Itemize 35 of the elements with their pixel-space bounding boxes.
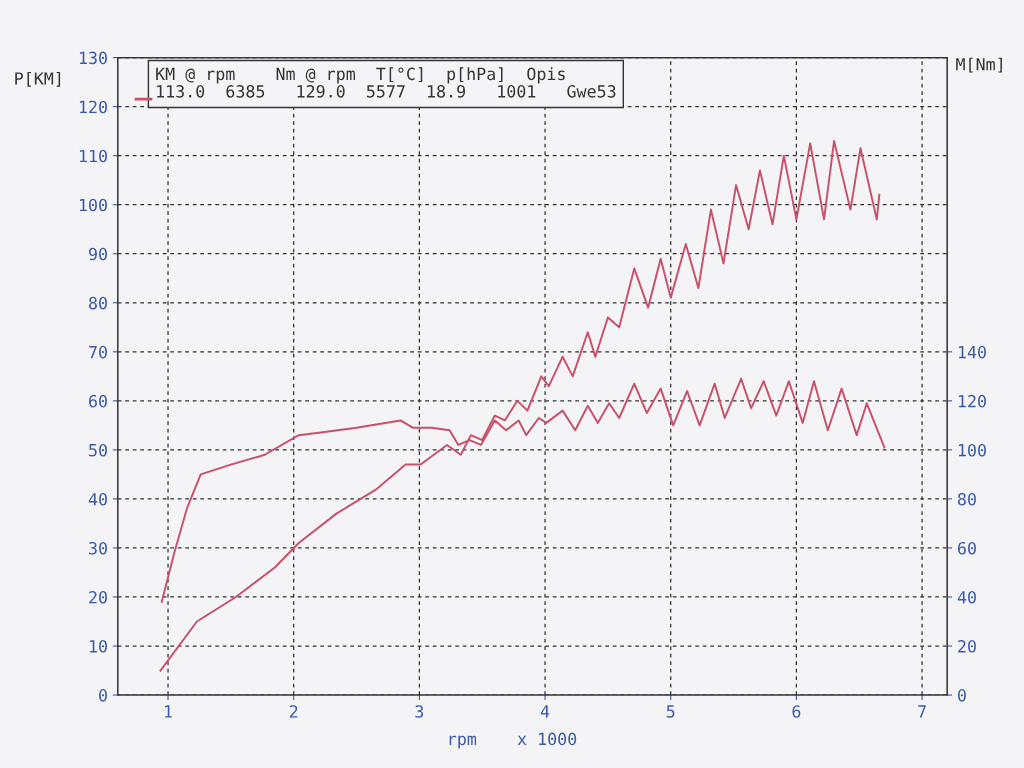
annotation: KM @ rpm Nm @ rpm T[°C] p[hPa] Opis <box>156 67 565 84</box>
y-tick-label: 90 <box>89 247 107 261</box>
y2-tick-label: 40 <box>957 590 976 604</box>
x-tick-label: 4 <box>540 705 550 718</box>
line-series <box>159 139 881 672</box>
x-axis-title: rpm x 1000 <box>449 732 577 749</box>
y-tick-label: 70 <box>89 345 107 359</box>
y-tick-label: 50 <box>89 443 107 457</box>
y-tick-label: 110 <box>79 149 107 163</box>
y-tick-label: 60 <box>89 394 107 408</box>
annotation: 113.0 6385 129.0 5577 18.9 1001 Gwe53 <box>157 85 616 98</box>
y2-tick-label: 80 <box>957 492 976 506</box>
y2-tick-label: 0 <box>958 689 966 702</box>
y2-axis-title: M[Nm] <box>956 57 1002 73</box>
y2-tick-label: 20 <box>958 640 976 653</box>
y2-tick-label: 60 <box>958 541 976 555</box>
y-axis-title: P[KM] <box>15 71 61 87</box>
y-tick-label: 120 <box>79 100 107 114</box>
y2-tick-label: 140 <box>958 345 986 359</box>
y-tick-label: 10 <box>89 640 107 653</box>
x-tick-label: 1 <box>165 705 172 718</box>
y-tick-label: 80 <box>89 296 107 310</box>
y-tick-label: 20 <box>89 590 107 604</box>
y-tick-label: 100 <box>79 198 107 212</box>
y2-tick-label: 120 <box>958 394 986 408</box>
y-tick-label: 130 <box>79 51 107 65</box>
y-tick-label: 40 <box>88 492 107 506</box>
y-tick-label: 0 <box>99 689 107 702</box>
x-tick-label: 7 <box>918 705 926 718</box>
x-tick-label: 5 <box>666 705 675 718</box>
y2-tick-label: 100 <box>958 443 986 457</box>
x-tick-label: 6 <box>792 705 801 718</box>
y-tick-label: 30 <box>89 541 107 555</box>
x-tick-label: 2 <box>289 705 298 718</box>
x-tick-label: 3 <box>415 705 424 718</box>
